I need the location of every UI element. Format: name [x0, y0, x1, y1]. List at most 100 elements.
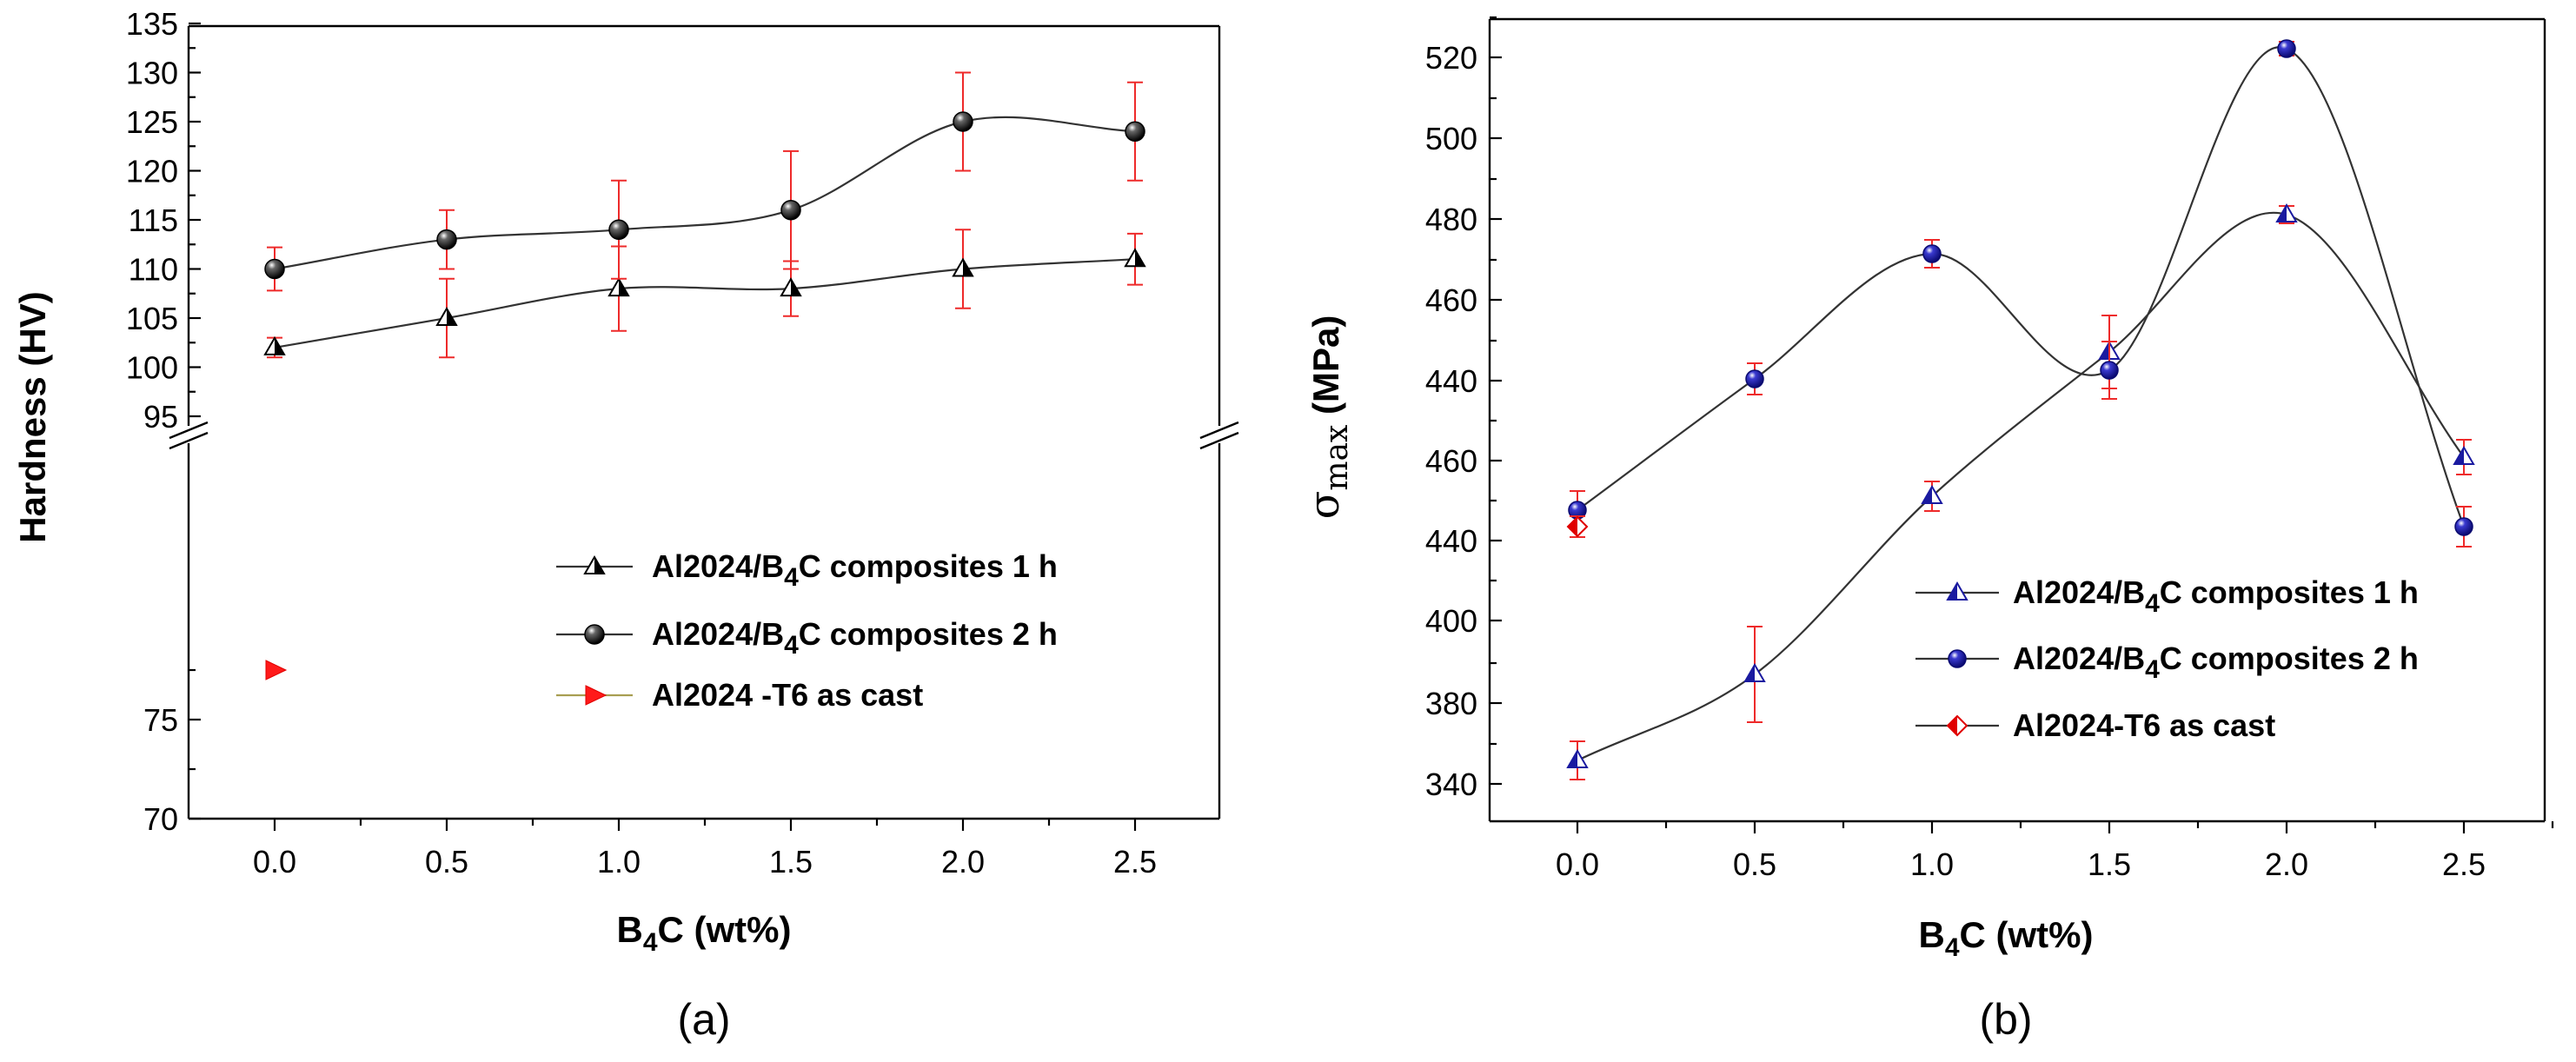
panel-b-series-2-point [2454, 517, 2473, 536]
panel-b-series-1-point [2453, 446, 2475, 465]
panel-b-y-tick-label: 480 [1425, 202, 1477, 237]
panel-b-legend-marker [1946, 714, 1969, 737]
panel-a-series-1-point [607, 277, 630, 297]
panel-b-series-1-point [1743, 663, 1766, 682]
panel-a-legend: Al2024/B4C composites 1 h Al2024/B4C comp… [556, 548, 1058, 713]
panel-a-y-tick-label: 115 [129, 202, 178, 238]
panel-a-series-2-point [780, 199, 801, 221]
panel-b-y-tick-label: 380 [1425, 686, 1477, 721]
panel-b-legend-label: Al2024/B4C composites 2 h [2013, 641, 2419, 684]
panel-b-legend-marker [1948, 649, 1967, 668]
panel-b-series-2-point-ball [2100, 361, 2119, 380]
panel-b-y-tick-label: 460 [1425, 282, 1477, 318]
panel-a-x-tick-label: 2.0 [941, 844, 985, 879]
panel-b-y-axis-title: σmax (MPa) [1300, 315, 1355, 520]
panel-a-series-2-point-ball [608, 219, 629, 241]
panel-a-hardness-chart: 95 100 105 110 115 120 125 130 135 70 75 0.0 0.5 1.0 1… [12, 6, 1239, 957]
panel-a-legend-label: Al2024/B4C composites 2 h [652, 616, 1058, 660]
panel-a-y-tick-label: 105 [126, 301, 178, 336]
panel-a-y-tick-label: 75 [143, 702, 178, 738]
panel-b-y-tick-label: 500 [1425, 121, 1477, 156]
panel-a-x-tick-label: 1.0 [597, 844, 641, 879]
panel-b-y-tick-label: 400 [1425, 603, 1477, 639]
panel-b-series-2-point [2277, 39, 2296, 58]
panel-b-series-2-point-ball [2277, 39, 2296, 58]
panel-b-series-1-point [1566, 749, 1589, 768]
panel-b-x-tick-label: 0.5 [1733, 846, 1776, 882]
panel-b-y-tick-label: 440 [1425, 363, 1477, 399]
panel-a-series-1-point [435, 307, 458, 326]
panel-a-break-mark-2 [169, 431, 209, 450]
panel-a-legend-marker-fill [594, 557, 604, 574]
panel-a-x-tick-label: 0.0 [253, 844, 296, 879]
panel-b-tensile-chart: 340 380 400 440 460 440 460 480 500 520 0.0 0.5 1.0 1… [1300, 16, 2554, 962]
panel-b-series-1-point-fill [1745, 665, 1755, 681]
panel-b-legend-label: Al2024-T6 as cast [2013, 707, 2275, 743]
panel-b-series-2-line [1577, 46, 2466, 528]
panel-b-series-3-point-fill [1568, 517, 1577, 536]
panel-a-y-tick-label: 70 [143, 801, 178, 837]
panel-a-series-1-point-fill [447, 309, 456, 325]
panel-a-y-tick-label: 120 [126, 154, 178, 189]
panel-b-series-1-point-fill [2100, 342, 2109, 359]
panel-a-series-1-point-fill [963, 259, 973, 276]
panel-a-series-1-point-fill [619, 279, 628, 296]
panel-a-series-2-point [1125, 121, 1145, 143]
panel-a-y-tick-label: 125 [126, 104, 178, 140]
panel-a-series-2-point-ball [264, 258, 285, 280]
panel-a-break-mark-3 [1199, 421, 1239, 440]
panel-b-series-2-point [2100, 361, 2119, 380]
panel-a-y-tick-label: 95 [143, 399, 178, 435]
panel-a-series-1-point-fill [791, 279, 800, 296]
panel-a-series-2-point [436, 229, 457, 250]
panel-b-y-tick-label: 520 [1425, 40, 1477, 76]
panel-a-series-1-point [1124, 248, 1146, 268]
panel-a-legend-marker [585, 685, 607, 706]
panel-b-y-tick-label: 440 [1425, 523, 1477, 559]
panel-a-y-axis-title: Hardness (HV) [12, 291, 53, 542]
panel-b-series-2-point-ball [2454, 517, 2473, 536]
panel-a-series-1-point-fill [275, 337, 284, 355]
panel-a-legend-label: Al2024/B4C composites 1 h [652, 548, 1058, 592]
panel-a-x-tick-label: 2.5 [1113, 844, 1157, 879]
panel-a-series-2-point [608, 219, 629, 241]
panel-b-series-1-point-fill [2277, 205, 2287, 222]
panel-a-break-mark-1 [169, 421, 209, 440]
panel-a-series-2-line [274, 116, 1136, 270]
panel-b-series-2-point [1745, 369, 1764, 388]
panel-b-series-1-point-fill [2454, 448, 2464, 464]
panel-a-series-2-point [953, 111, 973, 132]
panel-b-series-3-point [1566, 515, 1589, 538]
panel-a-y-tick-label: 110 [129, 252, 178, 288]
panel-b-series-2-point-ball [1922, 244, 1942, 263]
panel-a-y-tick-label: 135 [126, 6, 178, 42]
panel-a-series-1-point [263, 335, 286, 355]
panel-b-x-axis-title: B4C (wt%) [1918, 914, 2093, 962]
panel-b-series-2-point [1922, 244, 1942, 263]
panel-a-x-axis-title: B4C (wt%) [616, 909, 791, 957]
panel-a-legend-label: Al2024 -T6 as cast [652, 677, 923, 713]
panel-a-series-1-point [780, 277, 802, 297]
panel-a-series-1-point-fill [1135, 249, 1145, 267]
panel-b-series-1-line [1577, 211, 2465, 761]
panel-b-legend-marker-fill [1948, 583, 1957, 600]
panel-b-legend-marker-fill [1948, 716, 1957, 735]
panel-a-series-2-point [264, 258, 285, 280]
panel-a-x-tick-label: 0.5 [425, 844, 468, 879]
panel-b-legend-marker-ball [1948, 649, 1967, 668]
panel-a-series-2-point-ball [780, 199, 801, 221]
panel-a-legend-marker-ball [584, 624, 605, 645]
panel-a-legend-marker-fill [585, 685, 607, 706]
panel-b-x-tick-label: 1.0 [1910, 846, 1954, 882]
panel-a-series-3-point-fill [265, 660, 288, 680]
panel-a-series-2-point-ball [953, 111, 973, 132]
panel-a-series-1-point [952, 257, 974, 277]
panel-b-x-tick-label: 0.0 [1556, 846, 1599, 882]
panel-a-x-tick-label: 1.5 [769, 844, 813, 879]
panel-b-x-tick-label: 1.5 [2088, 846, 2131, 882]
panel-b-y-tick-label: 460 [1425, 443, 1477, 479]
panel-b-legend-marker [1946, 581, 1969, 601]
panel-b-caption: (b) [1979, 995, 2032, 1044]
panel-b-series-1-point [1921, 485, 1943, 504]
